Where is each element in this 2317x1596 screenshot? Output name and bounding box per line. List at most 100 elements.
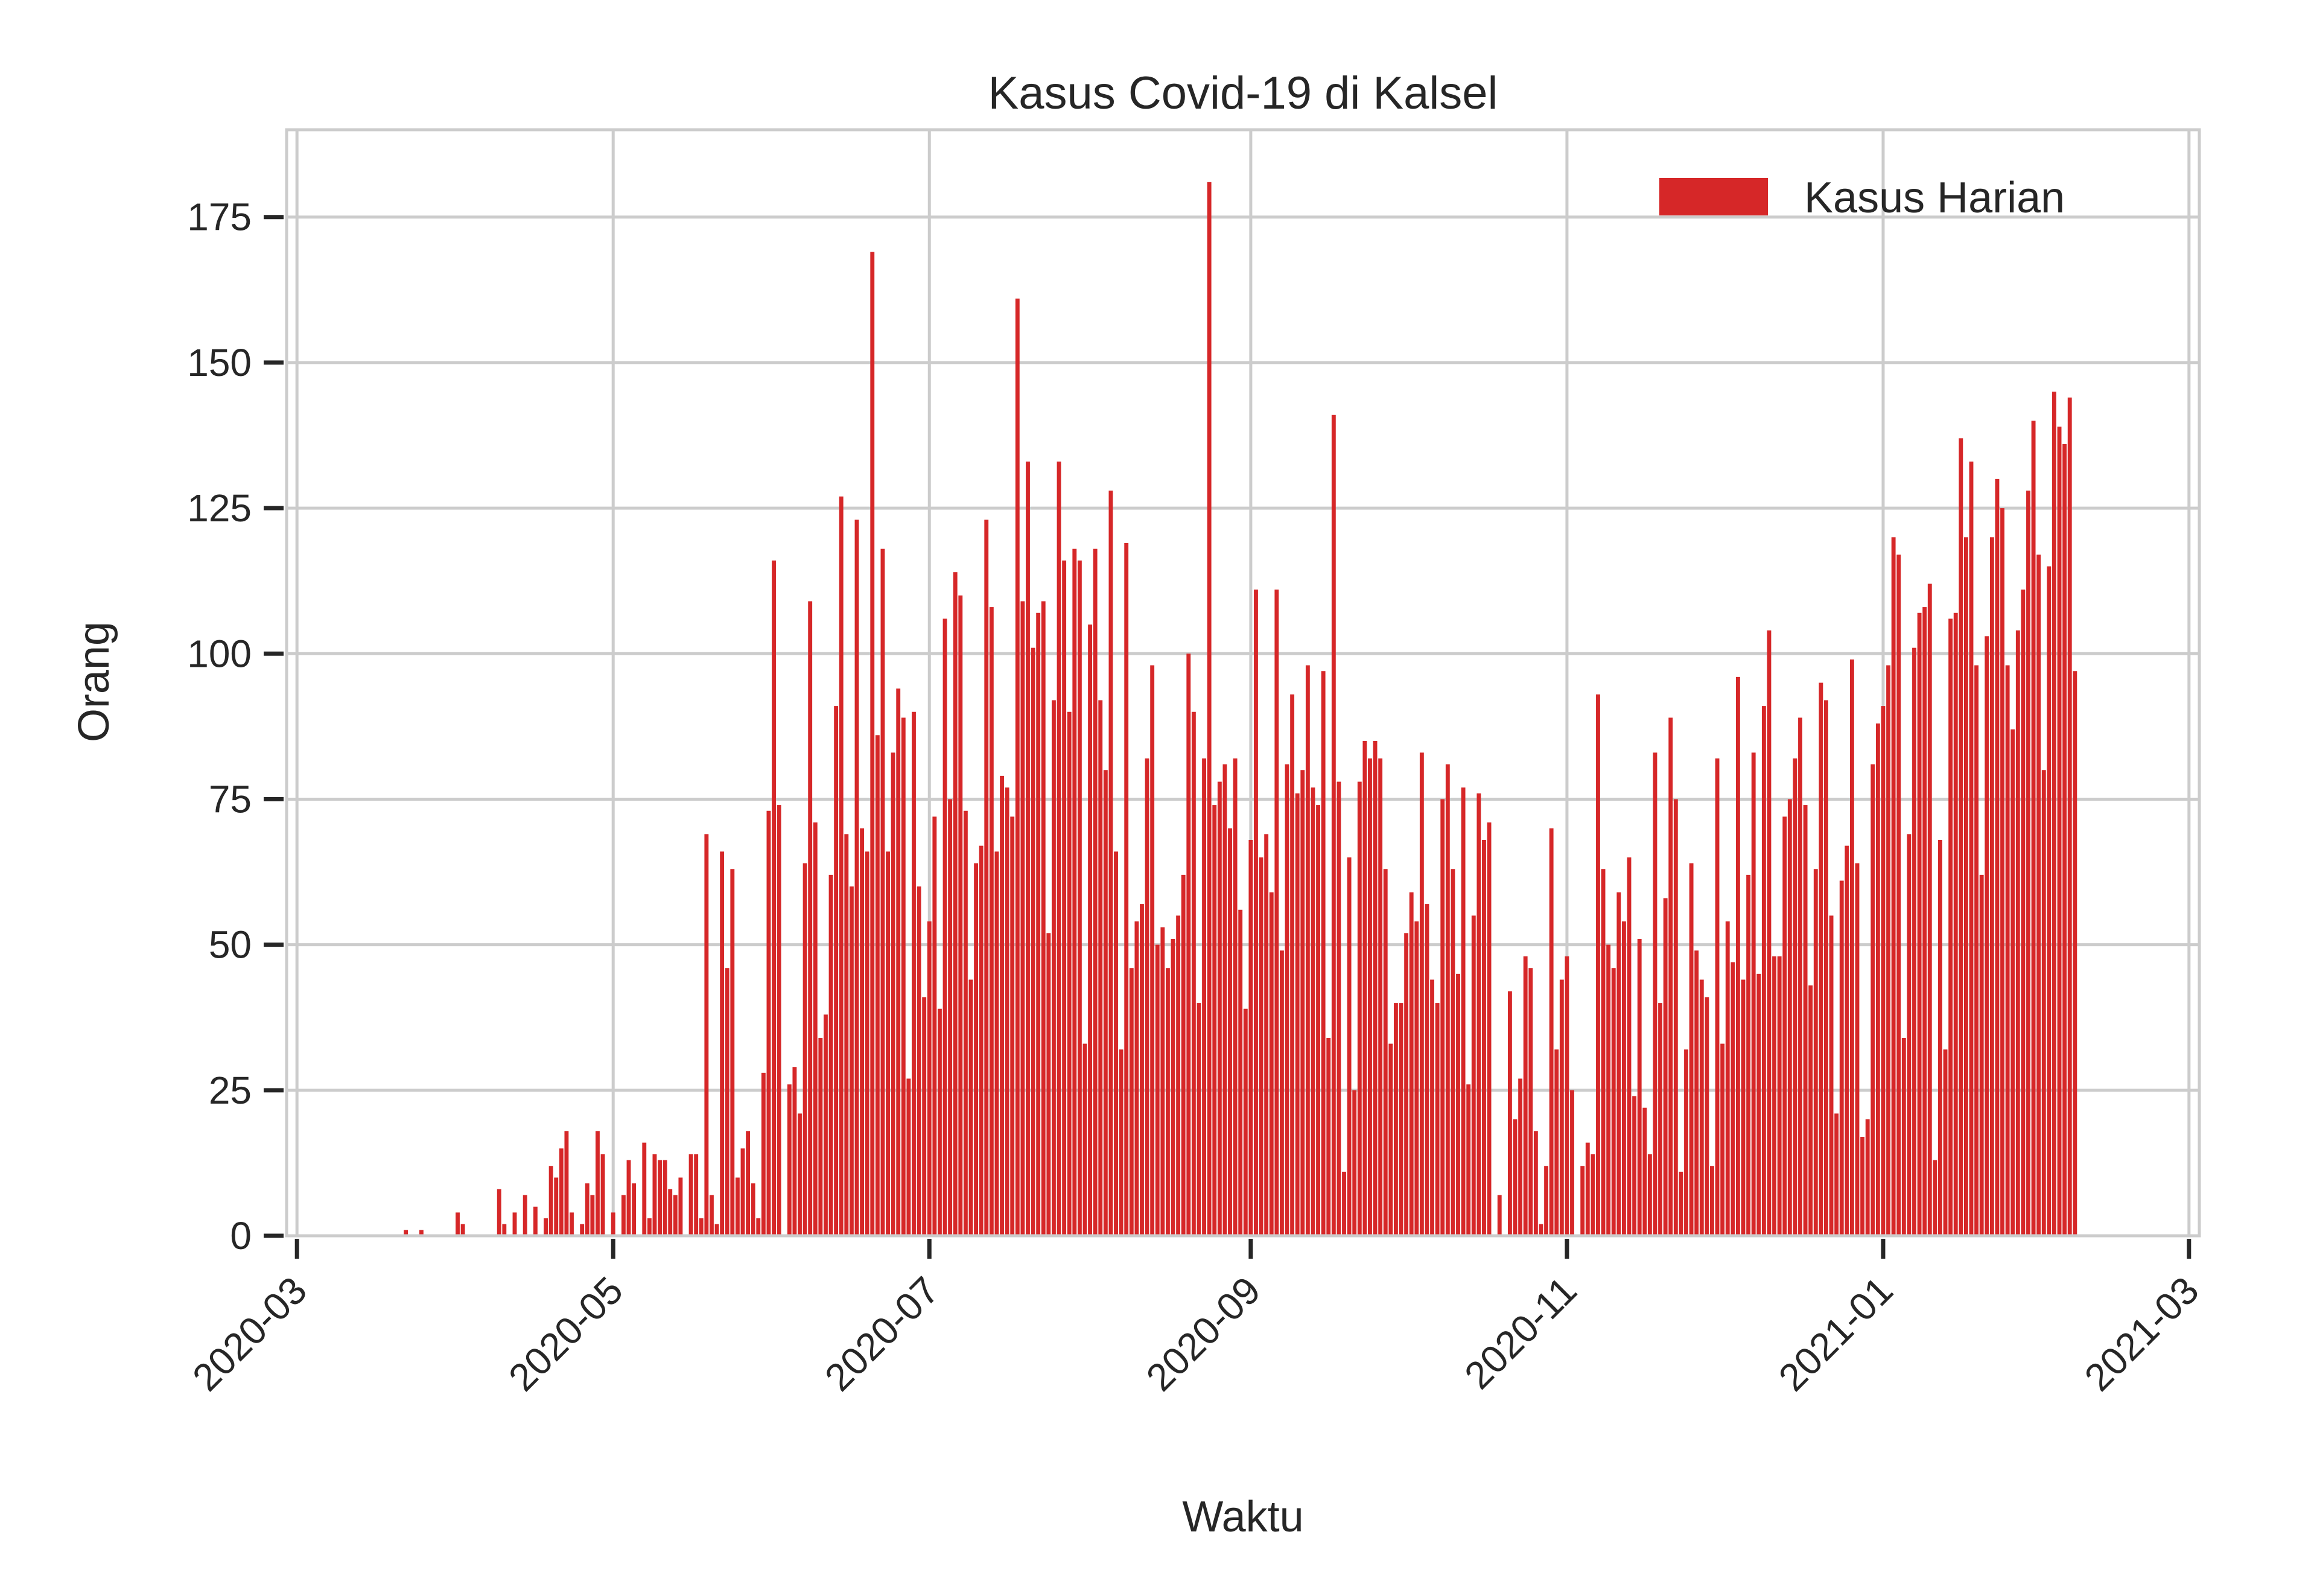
bar-kasus-harian <box>725 968 729 1236</box>
bar-kasus-harian <box>1974 665 1979 1236</box>
bar-kasus-harian <box>688 1154 693 1236</box>
bar-kasus-harian <box>404 1230 408 1236</box>
bar-kasus-harian <box>927 921 932 1236</box>
bar-kasus-harian <box>1165 968 1170 1236</box>
bar-kasus-harian <box>1440 799 1445 1236</box>
bar-kasus-harian <box>2010 729 2015 1236</box>
bar-kasus-harian <box>777 805 781 1236</box>
bar-kasus-harian <box>632 1183 637 1236</box>
bar-kasus-harian <box>1072 548 1077 1236</box>
bar-kasus-harian <box>1849 659 1854 1236</box>
bar-kasus-harian <box>912 711 916 1236</box>
bar-kasus-harian <box>1404 933 1409 1236</box>
bar-kasus-harian <box>1870 764 1875 1236</box>
bar-kasus-harian <box>1570 1090 1574 1236</box>
bar-kasus-harian <box>1129 968 1134 1236</box>
bar-kasus-harian <box>798 1113 802 1236</box>
y-tick-label: 100 <box>187 632 252 675</box>
bar-kasus-harian <box>1077 560 1082 1236</box>
bar-kasus-harian <box>1860 1136 1865 1236</box>
bar-kasus-harian <box>1150 665 1155 1236</box>
bar-kasus-harian <box>808 601 813 1236</box>
bar-kasus-harian <box>1621 921 1626 1236</box>
bar-kasus-harian <box>1041 601 1046 1236</box>
bar-kasus-harian <box>1160 927 1165 1236</box>
bar-kasus-harian <box>1959 438 1963 1236</box>
bar-kasus-harian <box>1228 828 1232 1236</box>
bar-kasus-harian <box>1336 781 1341 1236</box>
x-tick-label: 2021-03 <box>2076 1268 2207 1399</box>
y-tick-label: 125 <box>187 486 252 530</box>
x-tick-label: 2020-11 <box>1456 1268 1585 1397</box>
bar-kasus-harian <box>2015 630 2020 1236</box>
bar-kasus-harian <box>523 1195 527 1236</box>
bar-kasus-harian <box>1368 758 1372 1236</box>
bar-kasus-harian <box>1082 1043 1087 1236</box>
bar-kasus-harian <box>1233 758 1238 1236</box>
bar-kasus-harian <box>1274 590 1279 1236</box>
bar-kasus-harian <box>1735 676 1740 1236</box>
bar-kasus-harian <box>647 1218 652 1236</box>
bar-kasus-harian <box>1668 717 1673 1236</box>
bar-kasus-harian <box>1632 1096 1637 1236</box>
bar-kasus-harian <box>1855 863 1860 1236</box>
bar-kasus-harian <box>891 752 895 1236</box>
bar-kasus-harian <box>938 1008 942 1236</box>
bar-kasus-harian <box>590 1195 595 1236</box>
bar-kasus-harian <box>1787 799 1792 1236</box>
bar-kasus-harian <box>2041 770 2046 1236</box>
bar-kasus-harian <box>787 1084 792 1236</box>
bar-kasus-harian <box>1264 834 1269 1236</box>
bar-kasus-harian <box>1285 764 1289 1236</box>
bar-kasus-harian <box>1907 834 1912 1236</box>
bar-kasus-harian <box>1326 1037 1331 1236</box>
chart-title: Kasus Covid-19 di Kalsel <box>988 68 1498 119</box>
bar-kasus-harian <box>1705 997 1709 1236</box>
bar-kasus-harian <box>1399 1003 1403 1236</box>
bar-kasus-harian <box>1834 1113 1839 1236</box>
bar-kasus-harian <box>1679 1171 1683 1236</box>
bar-kasus-harian <box>1067 711 1072 1236</box>
bar-kasus-harian <box>570 1212 574 1236</box>
bar-kasus-harian <box>865 851 869 1236</box>
bar-kasus-harian <box>1176 915 1181 1236</box>
bar-kasus-harian <box>1580 1166 1585 1236</box>
bar-kasus-harian <box>652 1154 657 1236</box>
bar-kasus-harian <box>1191 711 1196 1236</box>
bar-kasus-harian <box>1533 1131 1538 1236</box>
bar-kasus-harian <box>1549 828 1554 1236</box>
bar-kasus-harian <box>1217 781 1222 1236</box>
bar-kasus-harian <box>1202 758 1207 1236</box>
bar-kasus-harian <box>1259 857 1263 1236</box>
bar-kasus-harian <box>1290 694 1295 1236</box>
bar-kasus-harian <box>1611 968 1616 1236</box>
bar-kasus-harian <box>1647 1154 1652 1236</box>
bar-kasus-harian <box>792 1067 797 1236</box>
bar-kasus-harian <box>1476 793 1481 1236</box>
bar-kasus-harian <box>730 869 735 1236</box>
bar-kasus-harian <box>1155 944 1160 1236</box>
bar-kasus-harian <box>1010 816 1015 1236</box>
bar-kasus-harian <box>1824 700 1828 1236</box>
bar-kasus-harian <box>1963 537 1968 1236</box>
bar-kasus-harian <box>860 828 865 1236</box>
bar-kasus-harian <box>1808 985 1813 1236</box>
bar-kasus-harian <box>942 618 947 1236</box>
bar-kasus-harian <box>548 1166 553 1236</box>
bar-kasus-harian <box>1767 630 1772 1236</box>
bar-kasus-harian <box>740 1148 745 1236</box>
bar-kasus-harian <box>1518 1078 1523 1236</box>
bar-kasus-harian <box>1761 706 1766 1236</box>
bar-kasus-harian <box>554 1177 559 1236</box>
x-tick-label: 2020-07 <box>816 1268 947 1399</box>
bar-kasus-harian <box>585 1183 590 1236</box>
bar-kasus-harian <box>1347 857 1352 1236</box>
bar-kasus-harian <box>1331 415 1336 1236</box>
bar-kasus-harian <box>1875 723 1880 1236</box>
bar-kasus-harian <box>2000 508 2004 1236</box>
bar-kasus-harian <box>1591 1154 1595 1236</box>
bar-kasus-harian <box>1507 991 1512 1236</box>
bar-kasus-harian <box>1985 636 1989 1236</box>
y-tick-label: 25 <box>209 1069 252 1112</box>
bar-kasus-harian <box>1891 537 1896 1236</box>
